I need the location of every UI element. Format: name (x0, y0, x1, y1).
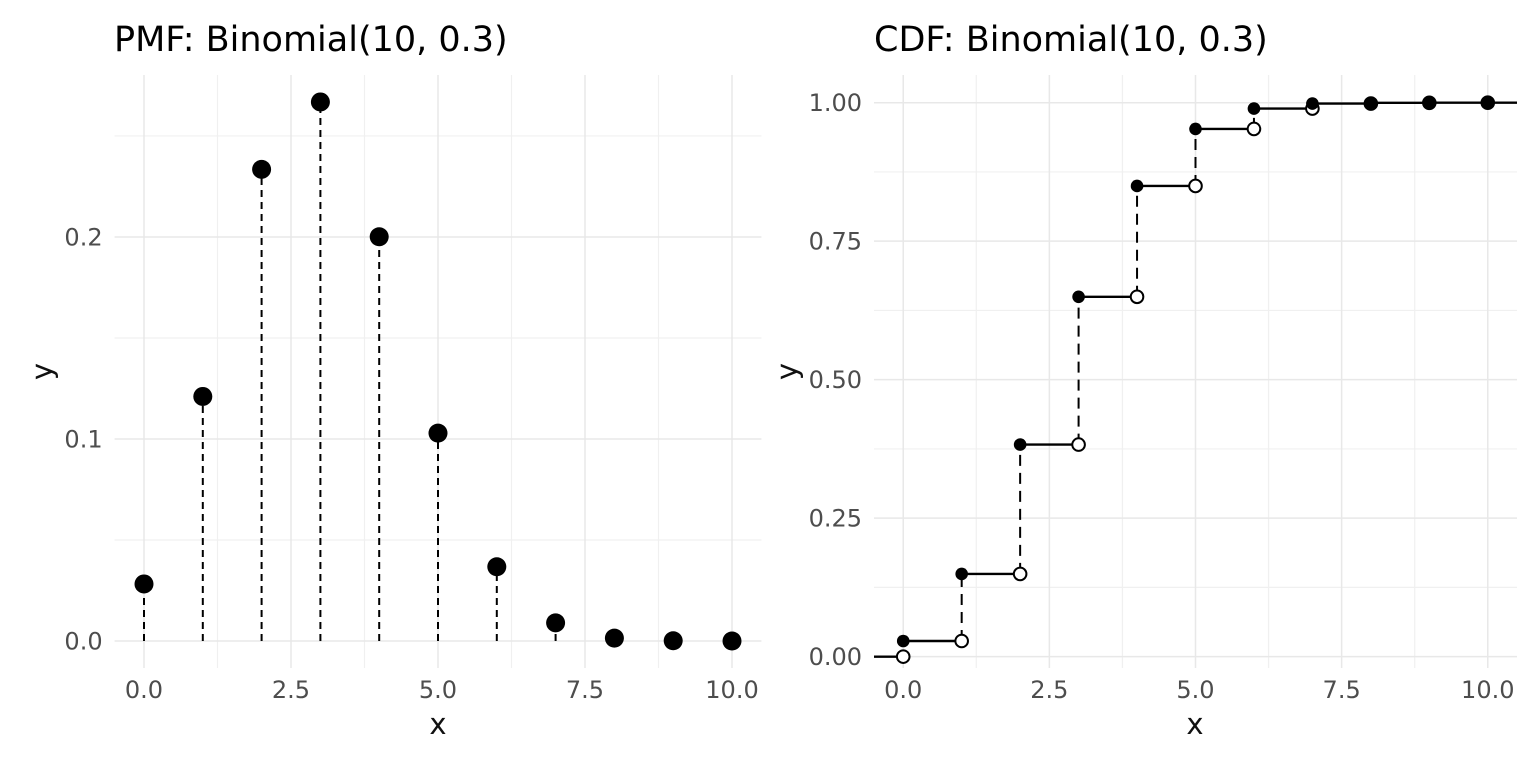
y-tick-label: 0.50 (809, 366, 862, 394)
cdf-plot-area: 0.0 2.5 5.0 7.5 10.0 0.00 0.25 0.50 0.75 1.00 (809, 75, 1517, 704)
cdf-point (1481, 96, 1495, 109)
cdf-chart: 0.0 2.5 5.0 7.5 10.0 0.00 0.25 0.50 0.75 1.00 CDF… (770, 20, 1517, 741)
cdf-open-point (1188, 178, 1203, 194)
pmf-point (722, 631, 742, 651)
cdf-point (1247, 102, 1261, 115)
pmf-point (663, 631, 683, 651)
cdf-point (955, 567, 968, 581)
cdf-y-axis-title: y (770, 363, 804, 380)
cdf-point (896, 634, 910, 648)
x-tick-label: 7.5 (1323, 676, 1361, 704)
pmf-point (546, 613, 566, 633)
cdf-point (1423, 96, 1436, 110)
cdf-point (1013, 438, 1027, 451)
x-tick-label: 5.0 (419, 676, 457, 704)
pmf-point (428, 423, 448, 443)
pmf-y-axis-title: y (25, 363, 59, 380)
cdf-open-point (954, 633, 969, 649)
pmf-point (193, 386, 213, 406)
pmf-point (487, 557, 507, 577)
pmf-x-axis-title: x (429, 707, 446, 741)
x-tick-label: 10.0 (1461, 676, 1514, 704)
pmf-chart-title: PMF: Binomial(10, 0.3) (114, 20, 508, 60)
cdf-open-point (1246, 121, 1262, 137)
x-tick-label: 10.0 (705, 676, 758, 704)
y-tick-label: 0.0 (64, 628, 102, 656)
y-tick-label: 0.2 (64, 223, 102, 251)
cdf-open-point (895, 649, 911, 664)
pmf-panel: 0.0 2.5 5.0 7.5 10.0 0.0 0.1 0.2 PMF: Binomial(… (0, 0, 768, 768)
cdf-panel: 0.0 2.5 5.0 7.5 10.0 0.00 0.25 0.50 0.75 1.00 CDF… (768, 0, 1536, 768)
cdf-point (1072, 290, 1085, 304)
pmf-point (134, 574, 154, 594)
cdf-point (1130, 179, 1144, 193)
pmf-point (310, 92, 330, 112)
x-tick-label: 7.5 (566, 676, 604, 704)
cdf-open-point (1012, 566, 1028, 582)
pmf-point (369, 227, 389, 247)
cdf-open-point (1129, 289, 1145, 305)
pmf-point (604, 628, 624, 648)
x-tick-label: 5.0 (1176, 676, 1214, 704)
y-tick-label: 0.1 (64, 425, 102, 453)
pmf-point (252, 159, 272, 179)
cdf-point (1306, 97, 1319, 110)
x-tick-label: 0.0 (884, 676, 922, 704)
cdf-point (1189, 122, 1202, 136)
pmf-plot-area: 0.0 2.5 5.0 7.5 10.0 0.0 0.1 0.2 (64, 75, 762, 704)
y-tick-label: 0.00 (809, 643, 862, 671)
cdf-chart-title: CDF: Binomial(10, 0.3) (874, 20, 1268, 60)
x-tick-label: 2.5 (272, 676, 310, 704)
cdf-x-axis-title: x (1186, 707, 1203, 741)
y-tick-label: 0.75 (809, 228, 862, 256)
y-tick-label: 0.25 (809, 505, 862, 533)
x-tick-label: 0.0 (125, 676, 163, 704)
cdf-open-point (1071, 437, 1086, 452)
y-tick-label: 1.00 (809, 89, 862, 117)
pmf-chart: 0.0 2.5 5.0 7.5 10.0 0.0 0.1 0.2 PMF: Binomial(… (25, 20, 762, 741)
cdf-point (1364, 96, 1378, 110)
x-tick-label: 2.5 (1030, 676, 1068, 704)
